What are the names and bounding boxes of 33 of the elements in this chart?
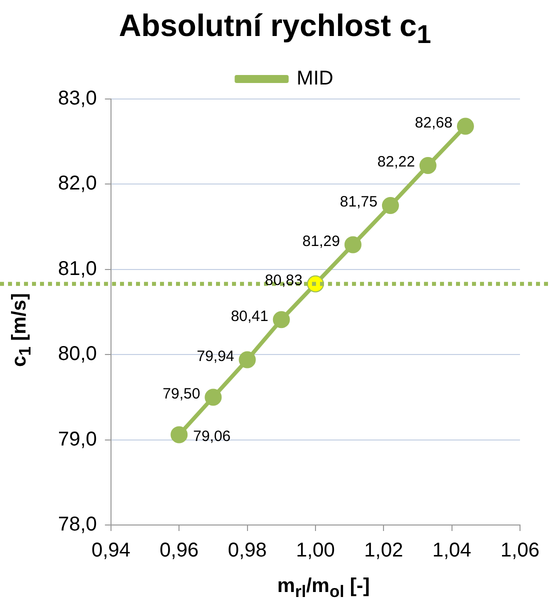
data-label: 79,50 [162, 385, 200, 402]
point [170, 426, 188, 444]
x-tick-label: 1,00 [296, 540, 335, 562]
x-tick-label: 1,02 [364, 540, 404, 562]
data-label: 81,29 [302, 232, 340, 250]
data-label: 80,41 [230, 308, 268, 325]
point [272, 311, 290, 328]
x-axis-title: m$_{rl}$/m$_{ol}$ [-] [276, 575, 371, 602]
point [238, 351, 256, 368]
data-label: 79,94 [196, 348, 234, 365]
chart-title: Absolutní rychlost c$_{1}$ [118, 8, 432, 50]
point [382, 197, 399, 214]
x-tick-label: 0,98 [228, 540, 267, 562]
x-tick-label: 0,96 [160, 540, 199, 562]
y-tick-label: 82,0 [58, 172, 97, 195]
data-label: 81,75 [340, 194, 378, 211]
data-label: 82,22 [377, 154, 415, 171]
x-tick-label: 0,94 [91, 540, 130, 562]
x-tick-label: 1,04 [432, 540, 472, 562]
y-tick-label: 79,0 [58, 428, 97, 450]
x-tick-label: 1,06 [500, 540, 540, 562]
y-tick-label: 78,0 [58, 514, 97, 536]
y-tick-label: 80,0 [58, 343, 97, 366]
data-label: 79,06 [193, 428, 231, 445]
point [344, 236, 362, 254]
point [456, 118, 474, 135]
point [419, 156, 436, 174]
y-tick-label: 83,0 [58, 88, 97, 110]
data-label: 80,83 [264, 272, 302, 290]
point [204, 388, 222, 406]
data-label: 82,68 [414, 114, 452, 132]
y-tick-label: 81,0 [58, 258, 97, 280]
legend-label: MID [296, 68, 334, 90]
